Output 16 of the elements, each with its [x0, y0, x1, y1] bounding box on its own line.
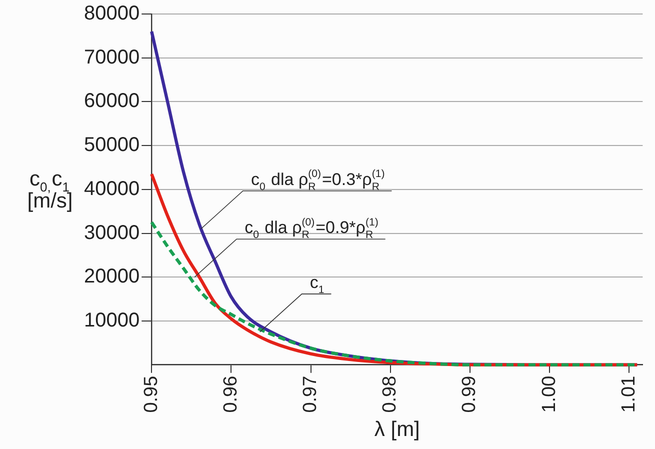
x-tick-label: 0.95 — [140, 376, 162, 413]
x-tick-label: 0.96 — [220, 376, 242, 413]
y-tick-label: 10000 — [84, 309, 140, 332]
x-tick-label: 1.01 — [618, 376, 640, 413]
y-tick-label: 70000 — [84, 46, 140, 68]
y-tick-label: 40000 — [84, 178, 140, 200]
x-tick-label: 1.00 — [538, 376, 560, 413]
x-axis-title: λ [m] — [374, 418, 420, 442]
y-tick-label: 50000 — [84, 134, 140, 156]
y-tick-label: 30000 — [84, 222, 140, 244]
y-tick-label: 80000 — [84, 2, 140, 25]
x-tick-label: 0.99 — [459, 376, 480, 413]
y-tick-label: 60000 — [84, 90, 140, 112]
y-tick-label: 20000 — [84, 266, 140, 288]
x-tick-label: 0.98 — [380, 376, 401, 413]
x-tick-label: 0.97 — [300, 376, 322, 413]
